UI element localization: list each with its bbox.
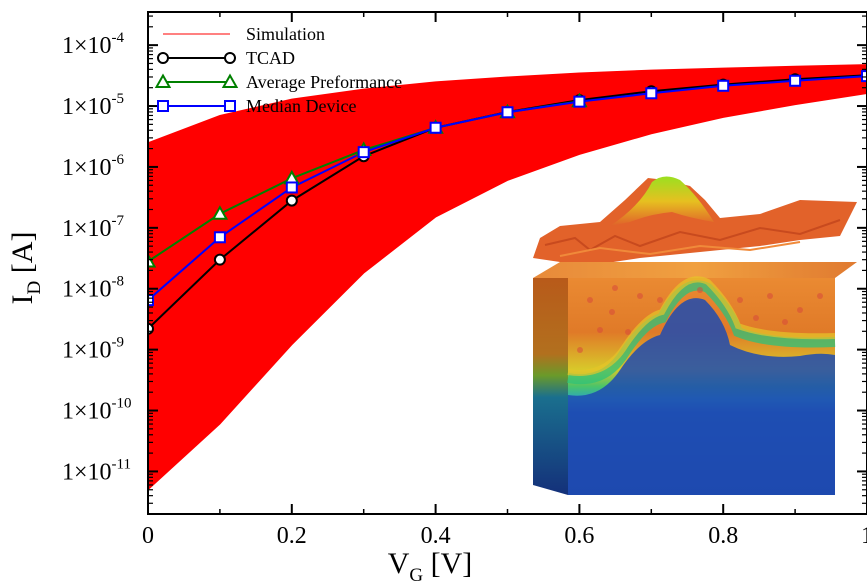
device-block-top-face [533, 262, 857, 278]
simulation-curve [148, 64, 867, 144]
simulation-curve [148, 84, 867, 384]
simulation-curve [148, 83, 867, 370]
median-device-marker [861, 70, 867, 83]
y-tick-label: 1×10-6 [62, 152, 125, 181]
simulation-curve [148, 90, 867, 464]
y-tick-label: 1×10-9 [62, 335, 124, 364]
simulation-curve [148, 66, 867, 170]
average-preformance-marker [148, 252, 157, 268]
tcad-marker [213, 253, 226, 266]
median-device-marker [285, 181, 298, 194]
simulation-curve [148, 77, 867, 304]
average-preformance-marker [211, 205, 229, 220]
device-3d-inset [533, 176, 857, 495]
simulation-curve [148, 85, 867, 397]
legend-label-average-preformance: Average Preformance [246, 72, 402, 92]
legend-marker-median-device [224, 100, 236, 112]
simulation-curve [148, 89, 867, 451]
x-tick-label: 0.6 [564, 523, 594, 549]
simulation-curve [148, 86, 867, 411]
simulation-curve [148, 81, 867, 357]
x-axis: 0 0.2 0.4 0.6 0.8 1 [142, 12, 867, 549]
simulation-curve [148, 93, 867, 491]
median-device-marker [717, 79, 730, 92]
device-potential-3d-render-surface [533, 176, 857, 264]
legend-marker-average-preformance [221, 73, 239, 88]
x-tick-label: 0.2 [277, 523, 307, 549]
legend-label-tcad: TCAD [246, 48, 295, 68]
simulation-curve [148, 70, 867, 224]
simulation-curve [148, 78, 867, 317]
device-block-side-face [533, 278, 568, 495]
median-device-marker [501, 106, 514, 119]
y-tick-label: 1×10-10 [62, 396, 132, 425]
median-device-marker [148, 294, 154, 307]
y-tick-label: 1×10-8 [62, 274, 124, 303]
legend-marker-tcad [157, 52, 169, 64]
y-tick-label: 1×10-5 [62, 91, 124, 120]
x-tick-label: 0.4 [421, 523, 451, 549]
device-channel-bump [568, 298, 835, 495]
simulation-curve [148, 65, 867, 157]
legend-label-median-device: Median Device [246, 96, 356, 116]
y-tick-label: 1×10-4 [62, 30, 125, 59]
x-tick-label: 1 [861, 523, 867, 549]
x-axis-title: VG [V] [388, 547, 473, 583]
legend: Simulation TCAD Average Preformance Median … [154, 24, 402, 116]
legend-marker-median-device [157, 100, 169, 112]
y-tick-label: 1×10-11 [62, 456, 131, 485]
median-device-marker [429, 121, 442, 134]
simulation-curve [148, 80, 867, 344]
simulation-curve [148, 79, 867, 330]
simulation-curve [148, 92, 867, 477]
median-device-marker [789, 74, 802, 87]
median-device-marker [357, 146, 370, 159]
simulation-curve [148, 67, 867, 184]
simulation-curve [148, 69, 867, 210]
x-tick-label: 0 [142, 523, 154, 549]
tcad-marker [285, 194, 298, 207]
legend-label-simulation: Simulation [246, 24, 325, 44]
series-markers [148, 69, 867, 335]
simulation-curve [148, 87, 867, 424]
y-axis: 1×10-11 1×10-10 1×10-9 1×10-8 1×10-7 1×10-6 1×… [62, 15, 867, 504]
legend-marker-tcad [224, 52, 236, 64]
simulation-curve [148, 76, 867, 290]
x-tick-label: 0.8 [708, 523, 738, 549]
median-device-marker [573, 95, 586, 108]
y-axis-title: ID [A] [6, 232, 45, 305]
y-tick-label: 1×10-7 [62, 213, 125, 242]
median-device-marker [645, 87, 658, 100]
simulation-curve [148, 68, 867, 197]
legend-marker-average-preformance [154, 73, 172, 88]
median-device-marker [213, 231, 226, 244]
simulation-curve [148, 88, 867, 437]
